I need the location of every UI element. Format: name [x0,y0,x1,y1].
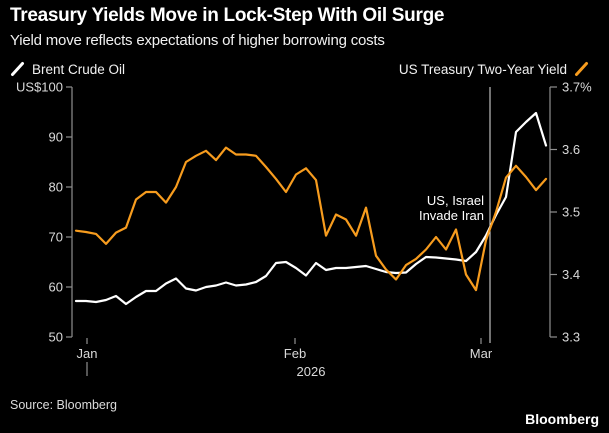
series-line-yield [74,146,548,292]
legend-brent: Brent Crude Oil [10,61,125,77]
month-label: Jan [77,346,98,361]
left-axis-tick-label: US$100 [16,80,63,95]
event-annotation-line2: Invade Iran [418,208,484,223]
left-axis-tick-label: 70 [49,230,63,245]
legend-yield: US Treasury Two-Year Yield [399,61,589,77]
year-label: 2026 [297,364,326,379]
series-line-brent [74,111,548,306]
right-axis-tick-label: 3.6 [562,142,580,157]
left-axis-tick-label: 90 [49,130,63,145]
month-label: Mar [470,346,493,361]
chart-title: Treasury Yields Move in Lock-Step With O… [10,5,445,26]
right-axis-tick-label: 3.4 [562,267,580,282]
chart-subtitle: Yield move reflects expectations of high… [10,32,385,49]
left-axis-tick-label: 80 [49,180,63,195]
legend-brent-label: Brent Crude Oil [32,61,126,77]
brent-slash-icon [11,62,24,76]
month-label: Feb [284,346,306,361]
legend-yield-label: US Treasury Two-Year Yield [398,61,567,77]
yield-slash-icon [575,62,588,76]
event-annotation-line1: US, Israel [426,193,484,208]
bloomberg-logo: Bloomberg [525,411,599,427]
event-annotation: US, Israel Invade Iran [419,193,484,223]
left-axis-tick-label: 50 [49,330,63,345]
left-axis-tick-label: 60 [49,280,63,295]
right-axis-tick-label: 3.3 [562,330,580,345]
right-axis-tick-label: 3.5 [562,205,580,220]
right-axis-tick-label: 3.7% [562,80,592,95]
source-credit: Source: Bloomberg [10,398,118,412]
